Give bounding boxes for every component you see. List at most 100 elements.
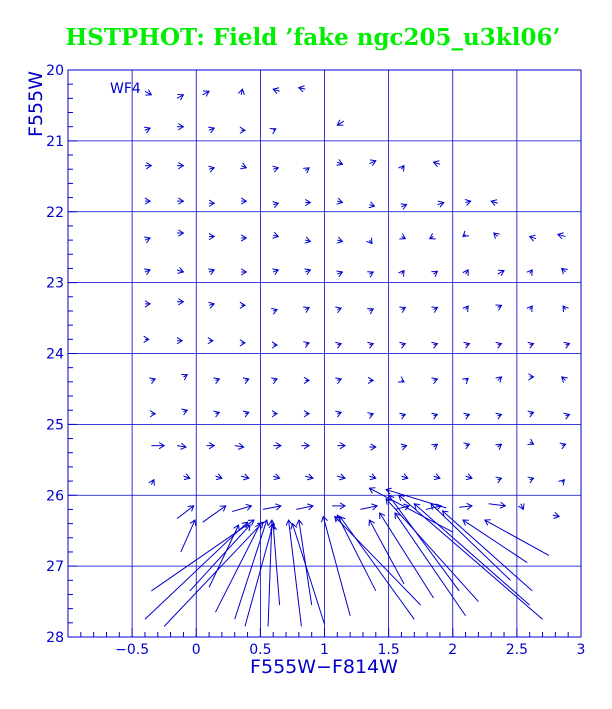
vector-arrow bbox=[336, 119, 345, 126]
vector-arrow bbox=[183, 473, 191, 481]
vector-arrow bbox=[176, 442, 187, 450]
vector-arrow bbox=[369, 443, 377, 451]
vector-arrow bbox=[272, 87, 280, 95]
y-tick-label: 23 bbox=[46, 276, 64, 292]
vector-arrow bbox=[163, 521, 264, 627]
vector-arrow bbox=[398, 269, 405, 277]
vector-arrow bbox=[269, 128, 277, 135]
vector-arrow bbox=[181, 408, 189, 416]
vector-arrow bbox=[151, 442, 166, 450]
vector-arrow bbox=[272, 201, 280, 208]
vector-arrow bbox=[337, 442, 346, 450]
vector-arrow bbox=[244, 522, 276, 627]
panel-label: WF4 bbox=[110, 81, 141, 97]
vector-arrow bbox=[431, 270, 439, 278]
x-tick-label: 2 bbox=[448, 642, 457, 658]
vector-arrow bbox=[367, 271, 375, 278]
vector-arrow bbox=[336, 197, 344, 205]
vector-arrow bbox=[495, 443, 503, 450]
grid bbox=[68, 69, 582, 638]
vector-arrow bbox=[399, 233, 407, 240]
vector-arrow bbox=[431, 341, 439, 349]
vector-arrow bbox=[528, 373, 535, 381]
vector-arrow bbox=[272, 268, 280, 276]
vector-arrow bbox=[526, 305, 533, 313]
vector-arrow bbox=[144, 300, 152, 308]
y-tick-label: 21 bbox=[46, 134, 64, 150]
vector-arrow bbox=[241, 473, 250, 481]
vector-arrow bbox=[368, 201, 376, 209]
vector-arrow bbox=[239, 126, 246, 134]
vector-arrow bbox=[556, 232, 566, 240]
vector-arrow bbox=[334, 515, 422, 606]
vector-arrow bbox=[176, 94, 185, 101]
vector-arrow bbox=[272, 165, 280, 173]
vector-arrow bbox=[462, 269, 469, 276]
vector-arrow bbox=[149, 410, 157, 418]
vector-arrow bbox=[144, 268, 151, 276]
vector-arrow bbox=[367, 308, 375, 315]
x-tick-label: 0 bbox=[192, 642, 201, 658]
vector-arrow bbox=[332, 502, 346, 510]
y-tick-label: 28 bbox=[46, 630, 64, 646]
vector-arrow bbox=[335, 377, 343, 385]
vector-arrow bbox=[394, 503, 411, 511]
vector-arrow bbox=[462, 377, 469, 385]
vector-arrow bbox=[270, 524, 281, 606]
vector-arrow bbox=[273, 473, 281, 481]
vector-arrow bbox=[431, 306, 439, 313]
vector-arrow bbox=[208, 199, 216, 207]
vector-arrow bbox=[234, 442, 245, 450]
vector-arrow bbox=[177, 162, 185, 170]
vector-arrow bbox=[144, 126, 151, 134]
vector-arrow bbox=[369, 473, 377, 481]
vector-arrow bbox=[462, 305, 469, 313]
vector-arrow bbox=[413, 503, 531, 606]
vector-arrow bbox=[213, 377, 221, 385]
vector-arrow bbox=[202, 90, 210, 97]
vector-arrow bbox=[437, 200, 445, 208]
chart-title: HSTPHOT: Field ’fake ngc205_u3kl06’ bbox=[66, 24, 561, 51]
vector-arrow bbox=[483, 519, 550, 556]
vector-arrow bbox=[143, 335, 150, 343]
vector-arrow bbox=[215, 522, 262, 613]
vector-arrow bbox=[202, 505, 227, 523]
vector-arrow bbox=[176, 337, 184, 345]
vector-arrow bbox=[558, 478, 565, 486]
vector-arrow bbox=[176, 505, 195, 520]
vector-arrow bbox=[232, 503, 253, 513]
vector-arrow bbox=[398, 494, 543, 620]
vector-arrow bbox=[497, 269, 505, 277]
vector-field bbox=[143, 85, 571, 627]
vector-arrow bbox=[431, 443, 439, 450]
y-tick-label: 22 bbox=[46, 205, 64, 221]
vector-arrow bbox=[240, 162, 248, 170]
vector-arrow bbox=[242, 377, 250, 385]
vector-arrow bbox=[271, 341, 279, 349]
vector-arrow bbox=[463, 341, 471, 349]
x-axis-label: F555W−F814W bbox=[250, 656, 398, 678]
vector-arrow bbox=[495, 304, 503, 311]
vector-arrow bbox=[368, 487, 453, 533]
vector-arrow bbox=[177, 298, 185, 306]
vector-arrow bbox=[493, 232, 500, 239]
vector-arrow bbox=[339, 515, 415, 620]
vector-arrow bbox=[563, 341, 571, 349]
vector-arrow bbox=[385, 498, 479, 602]
vector-arrow bbox=[240, 268, 248, 276]
vector-arrow bbox=[561, 376, 568, 383]
vector-arrow bbox=[463, 442, 471, 450]
vector-arrow bbox=[431, 377, 439, 385]
vector-arrow bbox=[304, 236, 312, 244]
vector-arrow bbox=[337, 473, 346, 481]
vector-arrow bbox=[144, 197, 152, 205]
vector-arrow bbox=[213, 410, 221, 418]
vector-arrow bbox=[290, 522, 325, 625]
vector-arrow bbox=[208, 524, 240, 588]
vector-arrow bbox=[464, 198, 472, 206]
vector-arrow bbox=[240, 234, 248, 242]
vector-arrow bbox=[149, 377, 157, 385]
vector-arrow bbox=[559, 442, 567, 450]
vector-arrow bbox=[490, 199, 498, 207]
vector-arrow bbox=[271, 307, 278, 315]
